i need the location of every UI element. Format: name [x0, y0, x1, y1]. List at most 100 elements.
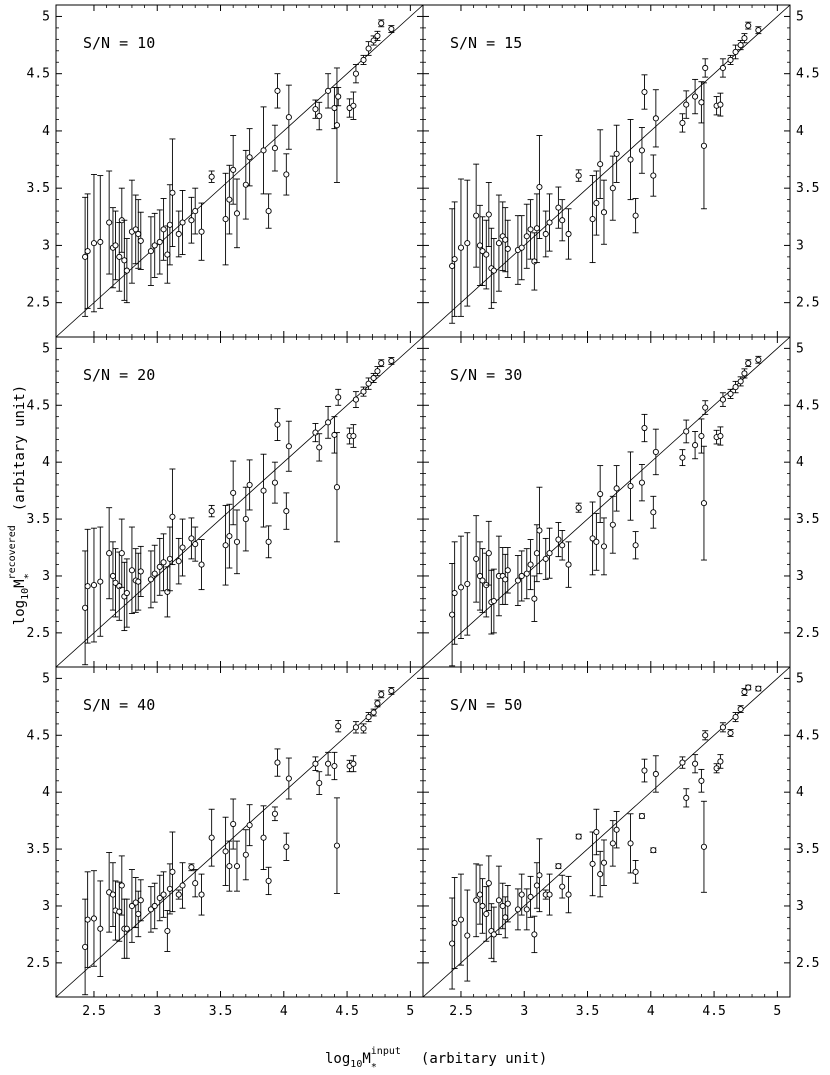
- panel-6: 2.5 3 3.5 4 4.5 5 2.5 3 3.5 4 4.5 5 S/N = 50: [422, 666, 819, 1019]
- data-point: [274, 87, 281, 94]
- data-point: [700, 843, 707, 850]
- data-point: [737, 706, 744, 713]
- y-tick-label: 3.5: [27, 512, 50, 527]
- data-point: [233, 863, 241, 870]
- data-point: [90, 915, 98, 922]
- data-point: [449, 611, 456, 618]
- data-point: [198, 228, 205, 235]
- data-point: [627, 156, 634, 163]
- data-point: [745, 360, 752, 367]
- data-point: [464, 932, 471, 939]
- data-point: [457, 916, 465, 923]
- data-point: [109, 891, 116, 898]
- data-point: [745, 684, 752, 691]
- data-point: [490, 597, 497, 605]
- data-point: [350, 432, 357, 440]
- data-point: [732, 384, 739, 391]
- data-point: [527, 226, 534, 233]
- data-point: [600, 543, 608, 550]
- data-point: [388, 357, 395, 364]
- y-tick-label-right: 4.5: [796, 67, 819, 82]
- data-point: [365, 45, 372, 52]
- data-point: [700, 142, 707, 149]
- data-point: [613, 826, 620, 833]
- data-point: [702, 732, 709, 739]
- x-tick-label: 4: [647, 1004, 655, 1019]
- y-tick-label: 2.5: [27, 956, 50, 971]
- data-point: [233, 210, 241, 217]
- panel-frame: [422, 666, 791, 998]
- data-point: [118, 550, 125, 557]
- data-point: [192, 880, 199, 887]
- data-point: [727, 56, 734, 64]
- data-point: [451, 589, 458, 597]
- data-point: [316, 444, 323, 451]
- y-tick-label: 2.5: [27, 626, 50, 641]
- data-point: [97, 925, 104, 932]
- data-point: [613, 485, 620, 492]
- x-tick-label: 3.5: [576, 1004, 599, 1019]
- data-point: [333, 484, 340, 491]
- data-point: [449, 262, 456, 270]
- data-point: [123, 267, 130, 274]
- data-point: [609, 840, 616, 847]
- data-point: [360, 388, 367, 395]
- data-point: [593, 538, 600, 545]
- identity-line: [423, 667, 790, 997]
- y-axis-title-sub: 10: [20, 588, 31, 600]
- data-point: [485, 880, 492, 887]
- y-tick-label: 3: [42, 899, 50, 914]
- data-point: [137, 568, 144, 575]
- data-point: [370, 374, 377, 382]
- y-axis-title-sub2: *: [23, 573, 34, 579]
- data-point: [652, 770, 659, 778]
- data-point: [702, 64, 709, 72]
- data-point: [175, 558, 182, 565]
- data-point: [565, 891, 572, 898]
- data-point: [260, 147, 267, 154]
- data-point: [451, 256, 458, 263]
- data-point: [265, 538, 272, 545]
- data-point: [559, 542, 566, 549]
- data-point: [536, 183, 543, 191]
- data-point: [514, 577, 521, 584]
- y-axis-title-base: log: [12, 600, 28, 625]
- data-point: [518, 572, 525, 580]
- data-point: [242, 516, 249, 523]
- y-tick-label: 4.5: [27, 728, 50, 743]
- data-point: [589, 535, 596, 542]
- data-point: [638, 813, 645, 820]
- data-point: [82, 253, 89, 260]
- x-tick-label: 3.5: [209, 1004, 232, 1019]
- panel-label: S/N = 20: [83, 366, 155, 384]
- data-point: [698, 432, 705, 440]
- y-tick-label-right: 2.5: [796, 626, 819, 641]
- data-point: [627, 483, 634, 490]
- panels-group: 2.5 3 3.5 4 4.5 5 S/N = 10 2.5 3 3.5 4 4.5 5 S/N = 15…: [27, 4, 819, 1019]
- data-point: [555, 204, 562, 211]
- data-point: [650, 172, 657, 179]
- data-point: [652, 448, 659, 455]
- data-point: [135, 910, 142, 917]
- data-point: [495, 897, 502, 904]
- data-point: [650, 847, 657, 854]
- data-point: [84, 583, 91, 590]
- panel-label: S/N = 10: [83, 34, 155, 52]
- x-axis-title: log10Minput * (arbitary unit): [325, 1046, 547, 1073]
- y-tick-label: 4.5: [27, 67, 50, 82]
- y-tick-label-right: 5: [796, 671, 804, 686]
- data-point: [533, 225, 540, 232]
- data-point: [90, 240, 98, 247]
- y-tick-label-right: 3.5: [796, 181, 819, 196]
- data-point: [717, 432, 724, 440]
- data-point: [600, 859, 608, 866]
- data-point: [285, 114, 292, 121]
- data-point: [325, 419, 332, 426]
- data-point: [230, 820, 237, 828]
- data-point: [483, 910, 490, 917]
- data-point: [164, 588, 171, 595]
- y-axis-title-main: M: [12, 579, 28, 587]
- data-point: [192, 208, 199, 215]
- data-point: [638, 147, 645, 154]
- data-point: [692, 442, 699, 449]
